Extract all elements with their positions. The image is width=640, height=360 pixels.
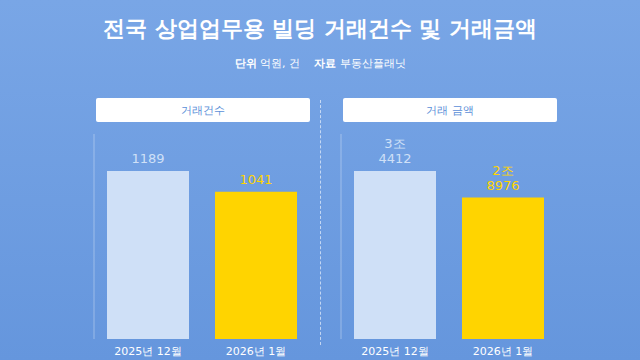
svg-text:3조4412: 3조4412 (378, 136, 411, 166)
html-text:자료 부동산플래닛: 자료 부동산플래닛 (314, 57, 406, 70)
svg-text:2025년 12월: 2025년 12월 (361, 345, 429, 358)
svg-text:1189: 1189 (131, 151, 164, 166)
html-text:거래건수: 거래건수 (181, 103, 225, 117)
html-text:전국 상업업무용 빌딩 거래건수 및 거래금액: 전국 상업업무용 빌딩 거래건수 및 거래금액 (102, 16, 538, 41)
svg-text:2026년 1월: 2026년 1월 (226, 345, 287, 358)
html-text:거래 금액: 거래 금액 (426, 103, 474, 117)
svg-text:2조8976: 2조8976 (486, 163, 519, 193)
svg-text:2026년 1월: 2026년 1월 (473, 345, 534, 358)
svg-text:1041: 1041 (239, 172, 272, 187)
svg-text:2025년 12월: 2025년 12월 (114, 345, 182, 358)
html-text:단위 억원, 건: 단위 억원, 건 (234, 57, 300, 70)
